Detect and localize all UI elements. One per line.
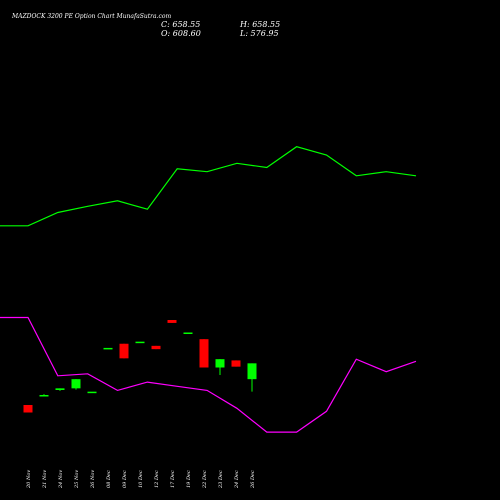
candle-22-dec [199,339,209,368]
x-tick-label: 26 Dec [250,470,256,489]
candle-26-dec [247,363,257,392]
low-price-label: L: 576.95 [240,29,279,38]
candle-24-dec [231,360,241,367]
candle-body [247,363,257,380]
x-tick-label: 20 Nov [26,470,32,489]
high-price-label: H: 658.55 [240,20,281,29]
indicator-line-1 [0,146,417,227]
candle-body [71,379,81,389]
candle-26-nov [87,391,97,394]
candle-body [119,343,129,359]
chart-title: MAZDOCK 3200 PE Option Chart MunafaSutra… [12,13,172,20]
x-tick-label: 10 Dec [138,470,144,488]
candle-23-dec [215,359,225,375]
indicator-line-2 [0,316,417,433]
x-tick-label: 26 Nov [90,470,96,489]
x-tick-label: 24 Dec [234,470,240,489]
x-tick-label: 09 Dec [122,470,128,488]
x-tick-label: 25 Nov [74,470,80,489]
candle-08-dec [103,347,113,350]
candle-20-nov [23,405,33,413]
close-price-label: C: 658.55 [161,20,201,29]
candle-09-dec [119,343,129,359]
candle-body [103,347,113,350]
candle-10-dec [135,341,145,344]
candle-body [87,391,97,394]
candle-12-dec [151,345,161,350]
candles [23,320,257,413]
candle-25-nov [71,379,81,390]
x-tick-label: 22 Dec [202,470,208,489]
x-tick-label: 19 Dec [186,470,192,488]
candle-body [231,360,241,367]
indicator-lines [0,146,417,433]
x-tick-label: 23 Dec [218,470,224,489]
candle-body [199,339,209,368]
x-tick-label: 17 Dec [170,470,176,488]
candle-body [55,388,65,390]
candle-body [215,359,225,368]
x-tick-label: 24 Nov [58,470,64,489]
candle-19-dec [183,332,193,334]
candle-body [39,395,49,397]
x-tick-label: 21 Nov [42,470,48,489]
candle-body [135,341,145,344]
candle-body [167,320,177,323]
candle-body [183,332,193,334]
candle-17-dec [167,320,177,323]
x-axis: 20 Nov 21 Nov 24 Nov 25 Nov 26 Nov 08 Dec 09 D… [26,470,256,489]
open-price-label: O: 608.60 [161,29,201,38]
candle-body [151,345,161,350]
x-tick-label: 12 Dec [154,470,160,488]
candle-24-nov [55,388,65,391]
x-tick-label: 08 Dec [106,470,112,488]
candle-21-nov [39,394,49,397]
candle-body [23,405,33,413]
